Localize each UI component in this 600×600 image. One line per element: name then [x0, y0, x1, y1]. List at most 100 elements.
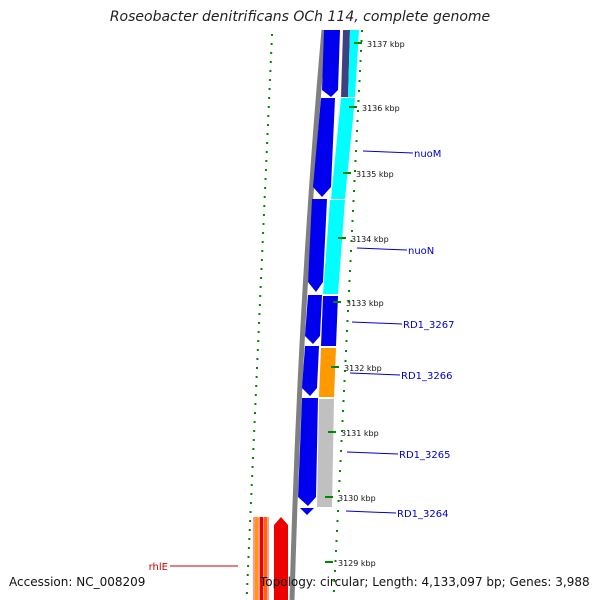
track-dot	[356, 130, 358, 132]
track-dot	[353, 180, 356, 182]
track-dot	[350, 250, 352, 252]
track-dot	[346, 330, 348, 332]
gene-block	[264, 517, 267, 600]
track-dot	[340, 440, 343, 442]
label-leader-line	[345, 510, 397, 514]
track-dot	[361, 30, 363, 32]
track-dot	[344, 370, 346, 372]
gene-label: RD1_3264	[397, 509, 448, 520]
track-dot	[357, 110, 359, 112]
track-dot	[359, 70, 361, 72]
gene-label: nuoN	[408, 246, 434, 257]
track-dot	[352, 200, 355, 202]
track-dot	[335, 550, 337, 552]
track-dot	[345, 340, 348, 342]
track-dot	[354, 170, 356, 172]
track-dot	[343, 380, 346, 382]
track-dot	[337, 510, 339, 512]
label-leader-line	[362, 150, 414, 154]
gene-block	[341, 30, 350, 97]
backbone-arc	[289, 29, 327, 600]
track-dot	[341, 430, 343, 432]
label-leader-line	[349, 372, 401, 376]
track-dot	[336, 520, 339, 522]
track-dot	[349, 260, 352, 262]
track-dot	[355, 140, 358, 142]
track-dot	[345, 350, 347, 352]
label-leader-line	[351, 321, 403, 325]
track-dot	[335, 540, 338, 542]
track-dot	[355, 150, 357, 152]
tick-label: 3129 kbp	[338, 559, 376, 568]
gene-block	[255, 517, 258, 600]
gene-block	[305, 295, 322, 344]
track-dot	[343, 390, 345, 392]
gene-block	[298, 398, 318, 506]
track-dot	[356, 120, 359, 122]
gc-skew-trace	[245, 34, 273, 594]
gene-label: nuoM	[414, 149, 441, 160]
track-dot	[358, 90, 360, 92]
tick-label: 3133 kbp	[346, 299, 384, 308]
tick-label: 3137 kbp	[367, 40, 405, 49]
tick-label: 3130 kbp	[338, 494, 376, 503]
track-dot	[338, 490, 340, 492]
track-dot	[346, 320, 349, 322]
tick-label: 3136 kbp	[362, 104, 400, 113]
track-dot	[347, 310, 349, 312]
gene-block	[317, 399, 334, 507]
track-dot	[354, 160, 357, 162]
track-dot	[349, 270, 351, 272]
track-dot	[348, 290, 350, 292]
scale-ticks: 3137 kbp 3136 kbp 3135 kbp 3134 kbp 3133 kbp…	[325, 30, 405, 592]
track-dot	[347, 300, 350, 302]
gene-label: RD1_3267	[403, 320, 454, 331]
track-dot	[351, 230, 353, 232]
gene-block	[321, 296, 338, 346]
track-dot	[338, 480, 341, 482]
track-dot	[359, 60, 362, 62]
gene-block	[274, 517, 288, 600]
gene-block	[322, 30, 340, 97]
track-dot	[351, 220, 354, 222]
tick-label: 3135 kbp	[356, 170, 394, 179]
track-dot	[333, 590, 335, 592]
track-dot	[353, 190, 355, 192]
label-leader-line	[356, 247, 408, 251]
track-dot	[357, 100, 360, 102]
track-dot	[348, 280, 351, 282]
gene-block	[348, 30, 359, 97]
track-dot	[339, 470, 341, 472]
genome-title: Roseobacter denitrificans OCh 114, compl…	[109, 9, 491, 25]
gene-block	[300, 508, 314, 515]
tick-label: 3131 kbp	[341, 429, 379, 438]
accession-label: Accession: NC_008209	[9, 575, 146, 589]
topology-label: Topology: circular; Length: 4,133,097 bp…	[260, 575, 590, 589]
track-dot	[339, 460, 342, 462]
gene-label: RD1_3266	[401, 371, 452, 382]
gene-block	[323, 200, 345, 294]
track-dot	[340, 450, 342, 452]
track-dot	[360, 40, 363, 42]
track-dot	[350, 240, 353, 242]
track-dot	[333, 580, 336, 582]
gene-label: RD1_3265	[399, 450, 450, 461]
track-dot	[358, 80, 361, 82]
gene-block	[260, 517, 263, 600]
track-dot	[342, 400, 345, 402]
gene-labels: nuoM nuoN RD1_3267 RD1_3266 RD1_3265 RD1_3264…	[149, 149, 455, 573]
gene-block	[308, 199, 327, 292]
track-dot	[334, 570, 336, 572]
track-dot	[352, 210, 354, 212]
track-dot	[360, 50, 362, 52]
gene-block	[302, 346, 319, 396]
track-dot	[337, 500, 340, 502]
gene-block	[313, 98, 335, 197]
track-dot	[342, 410, 344, 412]
tick-label: 3132 kbp	[344, 364, 382, 373]
gene-label: rhlE	[149, 562, 168, 573]
track-dot	[336, 530, 338, 532]
tick-label: 3134 kbp	[351, 235, 389, 244]
track-dot	[344, 360, 347, 362]
